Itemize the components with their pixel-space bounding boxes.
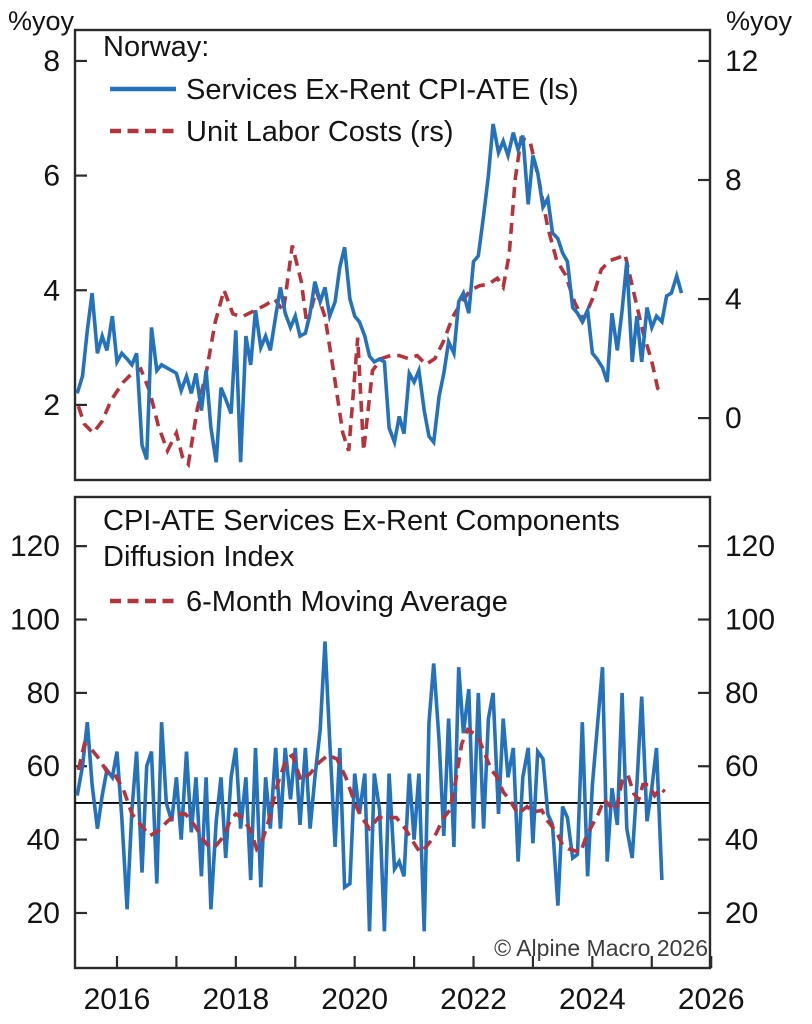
- y-axis-tick-label: 0: [725, 402, 742, 435]
- top-panel-border: [73, 28, 712, 482]
- x-axis-year-label: 2018: [202, 983, 269, 1016]
- top-series: [75, 123, 684, 469]
- x-axis-year-label: 2020: [321, 983, 388, 1016]
- x-axis-year-label: 2024: [559, 983, 626, 1016]
- bottom-panel-title-line2: Diffusion Index: [103, 541, 295, 573]
- y-axis-tick-label: 8: [725, 164, 742, 197]
- y-axis-tick-label: 4: [725, 283, 742, 316]
- y-axis-tick-label: 4: [43, 274, 60, 307]
- y-axis-tick-label: 40: [725, 824, 758, 857]
- solid-series-line: [75, 123, 684, 463]
- bottom-panel-border: [73, 495, 712, 970]
- y-axis-tick-label: 20: [27, 897, 60, 930]
- x-axis-year-label: 2022: [440, 983, 507, 1016]
- y-axis-tick-label: 80: [725, 677, 758, 710]
- y-axis-tick-label: 120: [10, 530, 60, 563]
- bottom-axes: 20 20 40 40 60 60 80 80 100 100 120 120: [10, 530, 775, 968]
- legend-label-ulc: Unit Labor Costs (rs): [186, 116, 454, 148]
- bottom-panel-title-line1: CPI-ATE Services Ex-Rent Components: [103, 505, 620, 537]
- top-panel: %yoy %yoy 2 4 6 8 0 4 8 12 Norway: Services Ex-…: [8, 6, 793, 482]
- top-axes: 2 4 6 8 0 4 8 12: [43, 45, 758, 435]
- top-left-axis-unit: %yoy: [8, 6, 75, 36]
- y-axis-tick-label: 2: [43, 389, 60, 422]
- y-axis-tick-label: 100: [10, 604, 60, 637]
- y-axis-tick-label: 20: [725, 897, 758, 930]
- y-axis-tick-label: 8: [43, 45, 60, 78]
- y-axis-tick-label: 120: [725, 530, 775, 563]
- y-axis-tick-label: 40: [27, 824, 60, 857]
- top-panel-title: Norway:: [103, 31, 209, 63]
- dashed-series-line: [76, 726, 666, 856]
- x-axis-labels: 2016 2018 2020 2022 2024 2026: [84, 983, 745, 1016]
- legend-label-services: Services Ex-Rent CPI-ATE (ls): [186, 74, 579, 106]
- bottom-series: [75, 641, 666, 932]
- bottom-panel: 20 20 40 40 60 60 80 80 100 100 120 120 CPI-ATE Ser…: [10, 495, 775, 970]
- top-right-axis-unit: %yoy: [726, 6, 793, 36]
- y-axis-tick-label: 80: [27, 677, 60, 710]
- copyright-note: © Alpine Macro 2026: [494, 935, 708, 961]
- y-axis-tick-label: 12: [725, 45, 758, 78]
- top-legend: Services Ex-Rent CPI-ATE (ls) Unit Labor…: [110, 74, 579, 148]
- legend-label-moving-average: 6-Month Moving Average: [186, 586, 508, 618]
- y-axis-tick-label: 6: [43, 160, 60, 193]
- dashed-series-line: [76, 135, 665, 469]
- y-axis-tick-label: 60: [725, 750, 758, 783]
- bottom-legend: 6-Month Moving Average: [110, 586, 508, 618]
- y-axis-tick-label: 60: [27, 750, 60, 783]
- solid-series-line: [75, 641, 664, 932]
- x-axis-year-label: 2016: [84, 983, 151, 1016]
- x-axis-year-label: 2026: [678, 983, 745, 1016]
- y-axis-tick-label: 100: [725, 604, 775, 637]
